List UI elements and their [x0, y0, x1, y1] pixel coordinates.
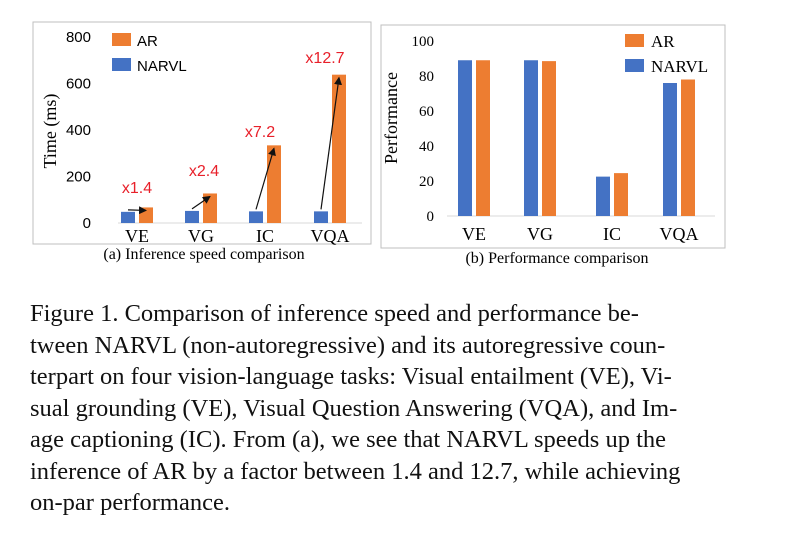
- chart-b-category-label: VG: [527, 224, 553, 244]
- chart-a-legend-swatch-ar: [112, 33, 131, 46]
- chart-a-bar-narvl-ic: [249, 211, 263, 223]
- chart-a-speedup-label: x2.4: [189, 163, 219, 180]
- chart-a-category-label: IC: [256, 226, 274, 246]
- chart-b-bar-ar-vqa: [681, 79, 695, 216]
- chart-a-ylabel: Time (ms): [40, 94, 61, 169]
- chart-a: 0 200 400 600 800 VE VG IC VQA x1.4 x2.4 x7.2 x12.…: [32, 21, 372, 263]
- chart-b-bar-ar-ve: [476, 60, 490, 216]
- chart-b-bar-narvl-vqa: [663, 83, 677, 216]
- chart-b-ytick-label: 40: [419, 139, 434, 155]
- figure-caption: Figure 1. Comparison of inference speed …: [30, 298, 720, 519]
- chart-b-category-label: VQA: [660, 224, 699, 244]
- chart-b-bar-ar-ic: [614, 173, 628, 216]
- chart-a-speedup-label: x1.4: [122, 180, 152, 197]
- chart-a-bar-ar-vqa: [332, 74, 346, 223]
- chart-a-title: (a) Inference speed comparison: [103, 246, 304, 263]
- chart-a-speedup-label: x12.7: [305, 50, 344, 67]
- chart-a-bar-ar-ic: [267, 145, 281, 223]
- chart-b-category-label: IC: [603, 224, 621, 244]
- chart-a-speedup-arrow: [127, 206, 147, 215]
- chart-a-bar-narvl-vg: [185, 210, 199, 223]
- chart-b-ytick-label: 80: [419, 69, 434, 85]
- caption-line: terpart on four vision-language tasks: V…: [30, 363, 672, 390]
- chart-a-speedup-arrow: [320, 76, 343, 210]
- chart-b-legend-label-narvl: NARVL: [651, 57, 708, 76]
- chart-a-bar-ar-vg: [203, 193, 217, 223]
- chart-a-ytick-label: 400: [66, 122, 91, 139]
- chart-a-legend-label-narvl: NARVL: [137, 58, 187, 75]
- caption-line: tween NARVL (non-autoregressive) and its…: [30, 331, 666, 359]
- chart-b-legend-swatch-ar: [625, 34, 644, 47]
- chart-b-legend: AR NARVL: [625, 32, 708, 76]
- chart-b-category-label: VE: [462, 224, 486, 244]
- chart-a-ytick-label: 0: [83, 215, 91, 232]
- chart-a-ytick-label: 200: [66, 169, 91, 186]
- chart-a-frame: [32, 21, 372, 245]
- chart-b-legend-label-ar: AR: [651, 32, 675, 51]
- chart-a-ytick-label: 600: [66, 76, 91, 93]
- chart-b-bar-narvl-ic: [596, 176, 610, 216]
- chart-b-ytick-label: 20: [419, 174, 434, 190]
- chart-b-bar-ar-vg: [542, 61, 556, 216]
- chart-a-speedup-label: x7.2: [245, 124, 275, 141]
- chart-b: 0 20 40 60 80 100 VE VG IC VQA Performance AR NA…: [380, 24, 726, 267]
- chart-a-legend-swatch-narvl: [112, 58, 131, 71]
- chart-b-bar-narvl-ve: [458, 60, 472, 216]
- chart-b-ytick-label: 0: [427, 209, 435, 225]
- chart-a-category-label: VE: [125, 226, 149, 246]
- caption-line: Figure 1. Comparison of inference speed …: [30, 300, 639, 327]
- chart-b-legend-swatch-narvl: [625, 59, 644, 72]
- caption-line: inference of AR by a factor between 1.4 …: [30, 457, 681, 485]
- chart-b-title: (b) Performance comparison: [465, 250, 648, 267]
- chart-b-ytick-label: 60: [419, 104, 434, 120]
- chart-b-ylabel: Performance: [381, 72, 401, 164]
- chart-b-bar-narvl-vg: [524, 60, 538, 216]
- chart-a-speedup-arrow: [191, 195, 211, 210]
- chart-a-legend: AR NARVL: [112, 33, 187, 75]
- chart-a-category-label: VQA: [311, 226, 350, 246]
- caption-line: sual grounding (VE), Visual Question Ans…: [30, 394, 678, 422]
- caption-line: age captioning (IC). From (a), we see th…: [30, 426, 666, 453]
- chart-a-bar-narvl-ve: [121, 211, 135, 223]
- caption-line: on-par performance.: [30, 489, 230, 516]
- chart-a-speedup-arrow: [255, 147, 276, 210]
- chart-a-bar-narvl-vqa: [314, 211, 328, 223]
- chart-a-legend-label-ar: AR: [137, 33, 158, 50]
- chart-a-ytick-label: 800: [66, 29, 91, 46]
- chart-a-category-label: VG: [188, 226, 214, 246]
- chart-b-ytick-label: 100: [412, 34, 435, 50]
